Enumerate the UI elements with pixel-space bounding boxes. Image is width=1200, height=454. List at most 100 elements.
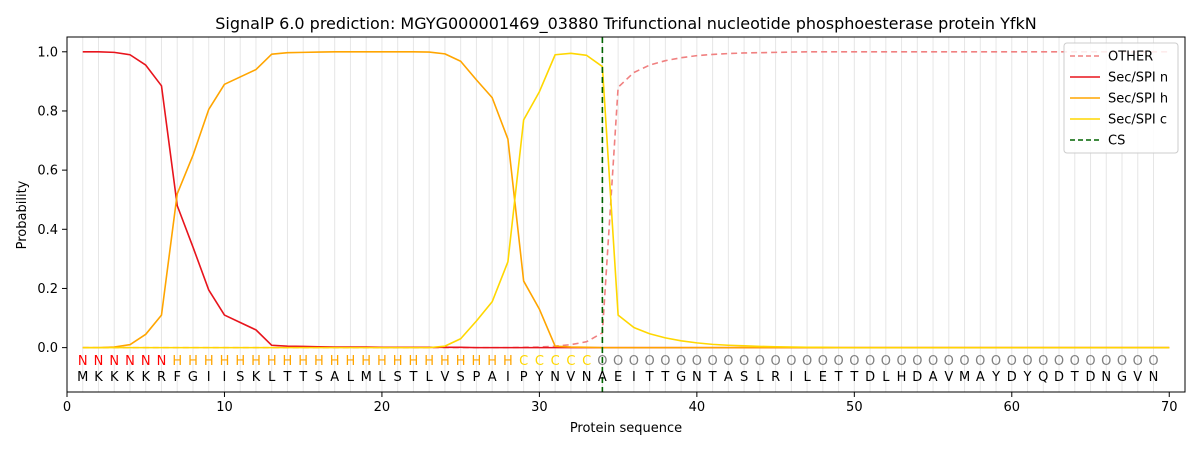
y-tick-label: 1.0 [37, 45, 58, 60]
y-tick-label: 0.4 [37, 223, 58, 238]
region-label: H [456, 354, 466, 369]
region-label: H [361, 354, 371, 369]
y-tick-label: 0.0 [37, 341, 58, 356]
sequence-annotation: NMNKNKNKNKNRHFHGHIHIHSHKHLHTHTHSHAHLHMHL… [77, 354, 1158, 385]
region-label: O [660, 354, 670, 369]
region-label: O [755, 354, 765, 369]
residue-label: I [506, 370, 510, 385]
region-label: N [125, 354, 135, 369]
x-tick-label: 70 [1161, 400, 1178, 415]
residue-label: A [724, 370, 733, 385]
residue-label: L [347, 370, 355, 385]
region-label: N [109, 354, 119, 369]
legend-label: CS [1108, 134, 1125, 149]
legend-label: Sec/SPI n [1108, 71, 1168, 86]
region-label: H [346, 354, 356, 369]
residue-label: D [1007, 370, 1017, 385]
legend-label: Sec/SPI h [1108, 92, 1168, 107]
region-label: O [865, 354, 875, 369]
x-axis-label: Protein sequence [570, 421, 682, 436]
residue-label: I [207, 370, 211, 385]
region-label: O [1054, 354, 1064, 369]
plot-frame [66, 36, 1186, 393]
residue-label: T [849, 370, 858, 385]
region-label: O [818, 354, 828, 369]
series-lines [82, 37, 1170, 392]
legend: OTHER Sec/SPI n Sec/SPI h Sec/SPI c CS [1063, 42, 1179, 154]
residue-label: G [188, 370, 198, 385]
region-label: H [235, 354, 245, 369]
residue-label: M [77, 370, 88, 385]
region-label: H [487, 354, 497, 369]
residue-label: M [361, 370, 372, 385]
region-label: O [1007, 354, 1017, 369]
residue-label: K [141, 370, 150, 385]
region-label: O [613, 354, 623, 369]
y-tick-label: 0.2 [37, 282, 58, 297]
region-label: O [629, 354, 639, 369]
legend-label: Sec/SPI c [1108, 113, 1167, 128]
region-label: O [944, 354, 954, 369]
region-label: O [1070, 354, 1080, 369]
residue-label: K [110, 370, 119, 385]
region-label: O [1022, 354, 1032, 369]
x-tick-label: 0 [63, 400, 71, 415]
region-label: O [928, 354, 938, 369]
region-label: H [409, 354, 419, 369]
region-label: O [676, 354, 686, 369]
residue-label: P [520, 370, 528, 385]
residue-label: P [472, 370, 480, 385]
region-label: O [991, 354, 1001, 369]
residue-label: K [126, 370, 135, 385]
x-tick-label: 60 [1004, 400, 1021, 415]
region-label: C [535, 354, 544, 369]
residue-label: L [803, 370, 811, 385]
residue-label: I [223, 370, 227, 385]
residue-label: A [330, 370, 339, 385]
residue-label: S [394, 370, 402, 385]
x-tick-label: 40 [689, 400, 706, 415]
residue-label: K [252, 370, 261, 385]
residue-label: T [1070, 370, 1079, 385]
residue-label: L [378, 370, 386, 385]
residue-label: S [236, 370, 244, 385]
residue-label: D [1086, 370, 1096, 385]
region-label: H [330, 354, 340, 369]
residue-label: N [582, 370, 592, 385]
residue-label: T [708, 370, 717, 385]
region-label: N [157, 354, 167, 369]
region-label: O [1038, 354, 1048, 369]
residue-label: H [897, 370, 907, 385]
residue-label: N [692, 370, 702, 385]
region-label: O [881, 354, 891, 369]
residue-label: R [157, 370, 166, 385]
residue-label: R [771, 370, 780, 385]
region-label: H [377, 354, 387, 369]
region-label: H [424, 354, 434, 369]
residue-label: Y [991, 370, 1000, 385]
residue-label: V [440, 370, 449, 385]
residue-label: T [408, 370, 417, 385]
residue-label: T [282, 370, 291, 385]
residue-label: V [566, 370, 575, 385]
region-label: O [707, 354, 717, 369]
residue-label: V [1133, 370, 1142, 385]
residue-label: A [598, 370, 607, 385]
residue-label: Y [534, 370, 543, 385]
region-label: H [251, 354, 261, 369]
x-tick-label: 20 [374, 400, 391, 415]
region-label: O [770, 354, 780, 369]
region-label: H [172, 354, 182, 369]
series-line-sec-spi-c [82, 52, 1170, 349]
residue-label: K [94, 370, 103, 385]
region-label: O [645, 354, 655, 369]
region-label: C [566, 354, 575, 369]
region-label: H [393, 354, 403, 369]
residue-label: Q [1038, 370, 1048, 385]
region-label: O [833, 354, 843, 369]
axes: 0 10 20 30 40 50 60 70 0.0 0.2 0.4 0.6 0.8 1.0 [37, 45, 1177, 415]
region-label: O [849, 354, 859, 369]
